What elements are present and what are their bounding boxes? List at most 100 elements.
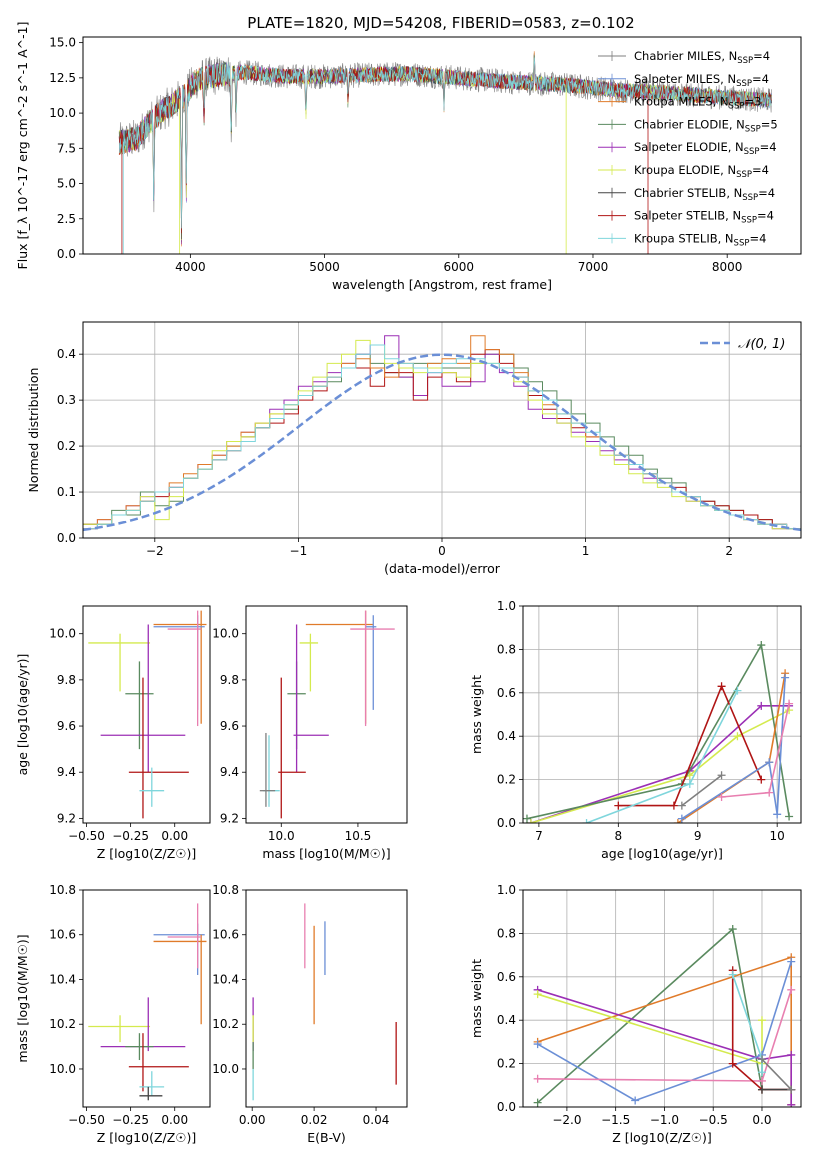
y-tick-label: 10.0 <box>49 106 76 120</box>
mass-weight-marker <box>757 641 766 650</box>
y-tick-label: 0.0 <box>57 247 76 261</box>
error-bar-point <box>293 624 329 773</box>
x-tick-label: 0.00 <box>161 1113 188 1127</box>
mass-weight-marker <box>669 801 678 810</box>
mass-weight-line <box>761 1058 792 1091</box>
normal-legend-label: 𝒩(0, 1) <box>738 337 785 352</box>
y-tick-label: 12.5 <box>49 71 76 85</box>
y-tick-label: 0.2 <box>497 1057 516 1071</box>
mass-weight-line <box>537 989 792 1105</box>
mass-weight-marker <box>733 686 742 695</box>
y-tick-label: 10.0 <box>49 627 76 641</box>
mass-weight-marker <box>533 990 542 999</box>
y-tick-label: 9.4 <box>57 765 76 779</box>
x-tick-label: 1 <box>582 544 590 558</box>
mass-weight-line <box>530 709 790 823</box>
y-tick-label: 15.0 <box>49 36 76 50</box>
x-tick-label: −1.5 <box>601 1113 630 1127</box>
error-bar-point <box>128 1033 189 1092</box>
residual-histogram <box>83 344 801 530</box>
y-axis-label: Flux [f_λ 10^-17 erg cm^-2 s^-1 A^-1] <box>15 22 30 270</box>
mass-weight-marker <box>733 732 742 741</box>
panels: 4000 5000 6000 7000 80000.02.55.07.510.012.5… <box>15 22 802 1145</box>
y-tick-label: 1.0 <box>497 883 516 897</box>
x-tick-label: −2 <box>146 544 164 558</box>
mass-weight-marker <box>787 1085 796 1094</box>
y-tick-label: 0.1 <box>57 485 76 499</box>
y-tick-label: 2.5 <box>57 212 76 226</box>
plot-area <box>252 903 397 1101</box>
mass-weight-marker <box>773 810 782 819</box>
y-tick-label: 10.0 <box>49 1062 76 1076</box>
x-tick-label: 10 <box>770 829 785 843</box>
plot-area <box>523 641 794 823</box>
x-tick-label: 0.00 <box>239 1113 266 1127</box>
legend-label: Chabrier ELODIE, NSSP=5 <box>634 117 778 134</box>
mass-weight-marker <box>614 801 623 810</box>
y-axis-label: Normed distribution <box>26 368 41 493</box>
legend-label: Salpeter STELIB, NSSP=4 <box>634 209 774 226</box>
panel-2: −2 −1 0 1 2 0.0 0.1 0.2 0.3 0.4 (data-model)/error… <box>26 321 802 576</box>
plot-area <box>88 903 207 1101</box>
mass-weight-marker <box>765 788 774 797</box>
mass-weight-marker <box>757 1085 766 1094</box>
x-tick-label: 7 <box>535 829 543 843</box>
y-tick-label: 9.6 <box>220 719 239 733</box>
plot-area <box>118 51 772 254</box>
axes-frame <box>245 605 408 824</box>
y-tick-label: 0.8 <box>497 642 516 656</box>
x-tick-label: 0.0 <box>752 1113 771 1127</box>
error-bar-point <box>88 633 151 692</box>
x-axis-label: E(B-V) <box>307 1130 346 1145</box>
mass-weight-marker <box>533 1098 542 1107</box>
x-tick-label: 2 <box>725 544 733 558</box>
x-tick-label: 0.02 <box>301 1113 328 1127</box>
mass-weight-marker <box>631 1096 640 1105</box>
error-bar-point <box>350 610 395 727</box>
plot-area <box>88 610 207 819</box>
y-tick-label: 0.2 <box>497 773 516 787</box>
mass-weight-marker <box>717 682 726 691</box>
x-axis-label: Z [log10(Z/Z☉)] <box>97 1130 197 1145</box>
mass-weight-line <box>530 705 790 823</box>
y-tick-label: 1.0 <box>497 599 516 613</box>
mass-weight-marker <box>757 1076 766 1085</box>
mass-weight-line <box>681 774 723 807</box>
mass-weight-marker <box>785 699 794 708</box>
x-axis-label: (data-model)/error <box>384 561 501 576</box>
x-axis-label: age [log10(age/yr)] <box>601 846 723 861</box>
y-tick-label: 10.6 <box>212 928 239 942</box>
y-axis-label: mass weight <box>469 675 484 754</box>
mass-weight-marker <box>526 819 535 823</box>
mass-weight-marker <box>781 673 790 682</box>
panel-6: −0.50 −0.25 0.00 10.0 10.2 10.4 10.6 10.8 Z [log… <box>15 883 211 1145</box>
error-bar-point <box>139 1086 163 1101</box>
x-tick-label: 0 <box>438 544 446 558</box>
error-bar-point <box>278 677 306 819</box>
error-bar-point <box>259 732 276 807</box>
x-axis-label: Z [log10(Z/Z☉)] <box>612 1130 712 1145</box>
legend-label: Chabrier MILES, NSSP=4 <box>634 49 770 66</box>
x-tick-label: −1 <box>290 544 308 558</box>
mass-weight-marker <box>717 771 726 780</box>
mass-weight-line <box>537 961 792 1102</box>
legend-label: Chabrier STELIB, NSSP=4 <box>634 186 775 203</box>
y-tick-label: 9.8 <box>57 673 76 687</box>
y-tick-label: 0.4 <box>497 729 516 743</box>
legend-label: Kroupa STELIB, NSSP=4 <box>634 231 766 248</box>
axes-frame <box>522 889 802 1108</box>
mass-weight-marker <box>685 779 694 788</box>
y-tick-label: 0.8 <box>497 926 516 940</box>
y-tick-label: 9.8 <box>220 673 239 687</box>
y-tick-label: 7.5 <box>57 141 76 155</box>
axes-frame <box>522 605 802 824</box>
spectrum-line <box>118 57 772 229</box>
mass-weight-marker <box>757 775 766 784</box>
mass-weight-marker <box>533 1040 542 1049</box>
x-axis-label: Z [log10(Z/Z☉)] <box>97 846 197 861</box>
y-tick-label: 0.4 <box>497 1013 516 1027</box>
x-tick-label: 8 <box>614 829 622 843</box>
panel-3: −0.50 −0.25 0.00 9.2 9.4 9.6 9.8 10.0 Z [log10(Z… <box>15 605 211 861</box>
